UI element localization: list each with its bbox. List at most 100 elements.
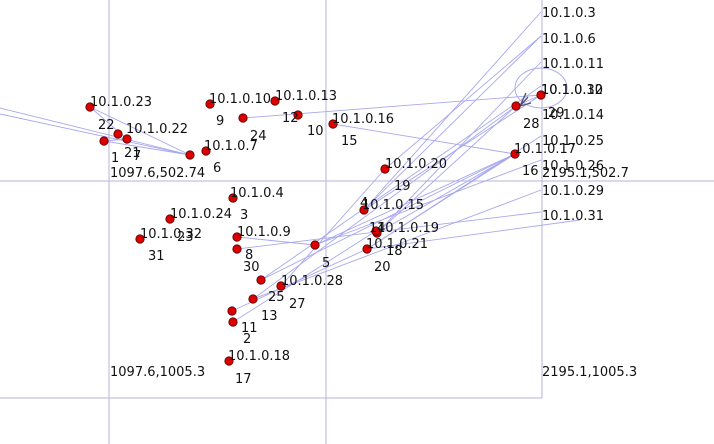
node-dot[interactable]	[362, 244, 372, 254]
node-id-label: 19	[394, 179, 411, 194]
link-line	[89, 106, 191, 156]
link-line	[236, 211, 542, 250]
node-ip-label: 10.1.0.7	[204, 139, 258, 154]
node-dot[interactable]	[232, 232, 242, 242]
corner-labels: 1097.6,502.74 2195.1,502.7 1097.6,1005.3…	[110, 166, 637, 380]
node-dot[interactable]	[228, 193, 238, 203]
node-dot[interactable]	[238, 113, 248, 123]
link-lines	[0, 11, 581, 323]
node-dot[interactable]	[113, 129, 123, 139]
node-dot[interactable]	[248, 294, 258, 304]
ip-list-label: 10.1.0.31	[542, 209, 604, 224]
node-id-label: 18	[386, 244, 403, 259]
node-id-label: 29	[548, 106, 565, 121]
link-line	[252, 105, 517, 300]
node-id-label: 28	[523, 117, 540, 132]
node-dot[interactable]	[185, 150, 195, 160]
node-id-label: 6	[213, 161, 221, 176]
node-dot[interactable]	[256, 275, 266, 285]
node-dot[interactable]	[371, 226, 381, 236]
node-dot[interactable]	[276, 281, 286, 291]
node-ip-label: 10.1.0.16	[332, 112, 394, 127]
link-line	[103, 140, 191, 156]
node-ip-label: 10.1.0.32	[140, 227, 202, 242]
link-line	[0, 107, 191, 156]
link-line	[376, 61, 542, 234]
node-id-label: 11	[241, 321, 258, 336]
node-dot[interactable]	[85, 102, 95, 112]
ip-list-label: 10.1.0.11	[542, 57, 604, 72]
link-line	[376, 105, 517, 234]
node-dot[interactable]	[536, 90, 546, 100]
node-id-label: 24	[250, 129, 267, 144]
node-dot[interactable]	[232, 244, 242, 254]
node-ip-label: 10.1.0.13	[275, 89, 337, 104]
nodes-layer	[85, 90, 546, 366]
node-dot[interactable]	[205, 99, 215, 109]
node-dot[interactable]	[228, 317, 238, 327]
link-line	[366, 219, 581, 250]
node-ip-label: 10.1.0.15	[362, 198, 424, 213]
node-dot[interactable]	[135, 234, 145, 244]
node-id-label: 21	[124, 146, 141, 161]
node-dot[interactable]	[310, 240, 320, 250]
node-ip-label: 10.1.0.30	[541, 83, 603, 98]
node-ip-label: 10.1.0.4	[230, 186, 284, 201]
node-dot[interactable]	[359, 205, 369, 215]
node-id-label: 13	[261, 309, 278, 324]
node-id-label: 4	[360, 196, 368, 211]
node-id-label: 16	[522, 164, 539, 179]
node-id-label: 31	[148, 249, 165, 264]
node-dot[interactable]	[99, 136, 109, 146]
node-dot[interactable]	[122, 134, 132, 144]
corner-label-top-right: 2195.1,502.7	[542, 166, 629, 181]
node-ip-label: 10.1.0.21	[366, 237, 428, 252]
node-dot[interactable]	[511, 101, 521, 111]
node-id-label: 2	[243, 332, 251, 347]
node-ip-label: 10.1.0.10	[209, 92, 271, 107]
link-line	[384, 35, 542, 170]
node-dot[interactable]	[328, 119, 338, 129]
node-id-label: 5	[322, 256, 330, 271]
ip-list-label: 10.1.0.26	[542, 159, 604, 174]
node-dot[interactable]	[227, 306, 237, 316]
link-line	[314, 159, 542, 246]
node-dot[interactable]	[165, 214, 175, 224]
link-line	[260, 85, 542, 281]
node-ip-label: 10.1.0.22	[126, 122, 188, 137]
node-ip-label: 10.1.0.23	[90, 95, 152, 110]
node-dot[interactable]	[380, 164, 390, 174]
ip-list-label: 10.1.0.6	[542, 32, 596, 47]
node-ip-label: 10.1.0.9	[237, 225, 291, 240]
node-dot[interactable]	[201, 146, 211, 156]
node-id-label: 9	[216, 114, 224, 129]
node-id-label: 22	[98, 118, 115, 133]
node-ip-label: 10.1.0.28	[281, 274, 343, 289]
node-id-label: 12	[282, 111, 299, 126]
node-id-label: 7	[133, 149, 141, 164]
node-id-label: 1	[111, 151, 119, 166]
node-id-label: 25	[268, 290, 285, 305]
node-id-label: 14	[369, 221, 386, 236]
link-line	[260, 153, 516, 281]
node-dot[interactable]	[293, 110, 303, 120]
corner-label-top-left: 1097.6,502.74	[110, 166, 205, 181]
node-ip-label: 10.1.0.12	[541, 83, 603, 98]
node-dot[interactable]	[510, 149, 520, 159]
corner-label-bottom-left: 1097.6,1005.3	[110, 365, 205, 380]
node-dot[interactable]	[224, 356, 234, 366]
node-id-label: 17	[235, 372, 252, 387]
ip-list-label: 10.1.0.14	[542, 108, 604, 123]
node-ip-label: 10.1.0.18	[228, 349, 290, 364]
ip-list-label: 10.1.0.3	[542, 6, 596, 21]
node-id-label: 8	[245, 248, 253, 263]
labels-layer: 10.1.0.231210.1.0.434510.1.0.76710.1.0.9…	[90, 6, 604, 387]
node-ip-label: 10.1.0.17	[514, 142, 576, 157]
link-line	[0, 113, 191, 156]
node-dot[interactable]	[270, 96, 280, 106]
node-id-label: 20	[374, 260, 391, 275]
link-line	[280, 168, 386, 287]
link-line	[236, 236, 316, 246]
